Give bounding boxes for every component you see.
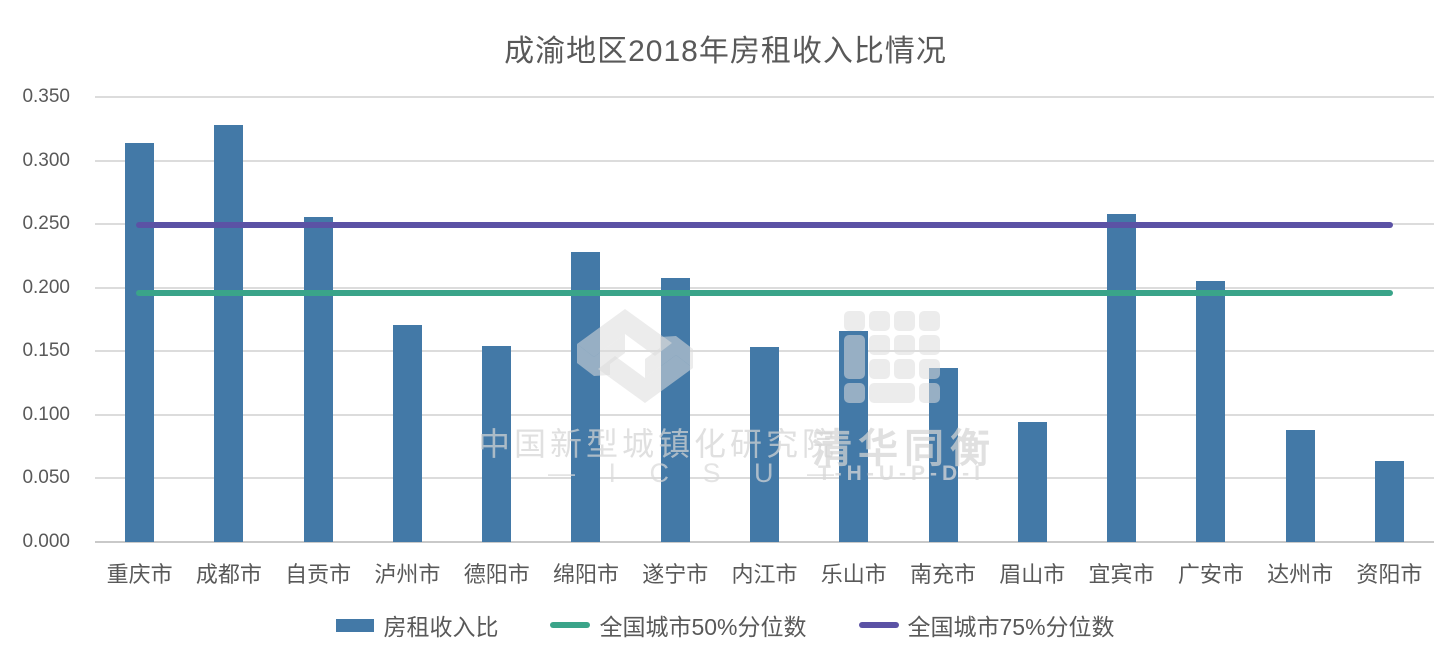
legend-item-rent-income-ratio: 房租收入比 <box>336 608 498 642</box>
bar-宜宾市 <box>1107 213 1137 542</box>
x-category-label: 德阳市 <box>463 562 530 587</box>
chart-title: 成渝地区2018年房租收入比情况 <box>504 35 947 68</box>
bar-内江市 <box>750 347 779 542</box>
reference-line-全国城市75%分位数 <box>136 222 1393 229</box>
y-tick-label: 0.000 <box>22 531 70 552</box>
bar-资阳市 <box>1374 460 1404 542</box>
gridline <box>95 96 1434 98</box>
bar-成都市 <box>214 124 244 542</box>
x-category-label: 广安市 <box>1177 562 1244 587</box>
legend: 房租收入比 全国城市50%分位数 全国城市75%分位数 <box>0 608 1451 642</box>
bar-乐山市 <box>839 330 869 542</box>
y-tick-label: 0.250 <box>22 213 70 235</box>
bar-德阳市 <box>482 346 512 542</box>
y-tick-label: 0.100 <box>22 403 70 425</box>
x-category-label: 绵阳市 <box>552 562 619 587</box>
legend-item-p75: 全国城市75%分位数 <box>858 608 1115 642</box>
x-category-label: 成都市 <box>195 562 262 587</box>
bar-重庆市 <box>125 142 155 542</box>
y-tick-label: 0.050 <box>22 467 70 489</box>
reference-line-全国城市50%分位数 <box>136 289 1393 296</box>
bar-绵阳市 <box>571 252 601 542</box>
bar-遂宁市 <box>660 277 690 542</box>
bar-广安市 <box>1196 281 1226 542</box>
x-category-label: 泸州市 <box>374 562 441 587</box>
legend-label-p75: 全国城市75%分位数 <box>907 614 1115 640</box>
line-swatch-p50-icon <box>550 622 591 628</box>
x-category-label: 遂宁市 <box>642 562 709 587</box>
y-tick-label: 0.150 <box>22 340 70 362</box>
y-tick-label: 0.200 <box>22 276 70 298</box>
y-tick-label: 0.300 <box>22 149 70 171</box>
bar-泸州市 <box>392 324 422 542</box>
x-category-label: 宜宾市 <box>1088 562 1155 587</box>
bar-达州市 <box>1285 430 1315 542</box>
gridline <box>95 286 1434 289</box>
legend-label-rent-income-ratio: 房租收入比 <box>383 614 499 640</box>
gridline <box>95 541 1434 543</box>
x-category-label: 资阳市 <box>1356 562 1423 587</box>
y-tick-label: 0.350 <box>22 86 70 107</box>
line-swatch-p75-icon <box>858 622 899 628</box>
x-category-label: 重庆市 <box>106 562 173 587</box>
gridline <box>95 159 1434 162</box>
x-category-label: 自贡市 <box>285 562 352 587</box>
bar-眉山市 <box>1017 422 1047 542</box>
bar-南充市 <box>928 367 958 542</box>
legend-item-p50: 全国城市50%分位数 <box>550 608 807 642</box>
legend-label-p50: 全国城市50%分位数 <box>599 614 807 640</box>
x-category-label: 眉山市 <box>999 562 1066 587</box>
x-category-label: 南充市 <box>910 562 977 587</box>
bar-swatch-icon <box>336 618 375 632</box>
x-category-label: 内江市 <box>731 562 798 587</box>
bar-自贡市 <box>303 216 333 542</box>
x-category-label: 乐山市 <box>820 562 887 587</box>
x-category-label: 达州市 <box>1267 562 1334 587</box>
